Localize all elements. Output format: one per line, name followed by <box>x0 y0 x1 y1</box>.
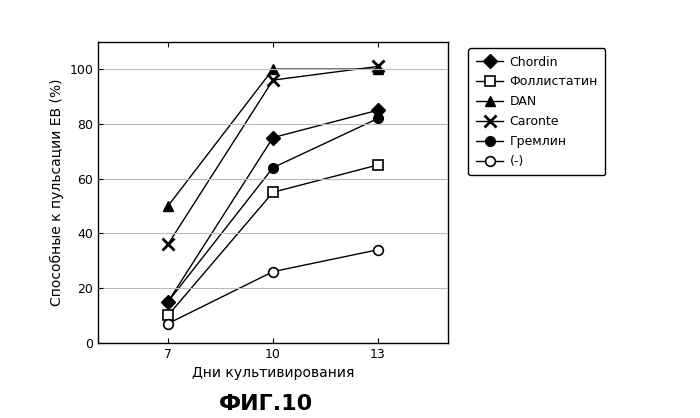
Legend: Chordin, Фоллистатин, DAN, Caronte, Гремлин, (-): Chordin, Фоллистатин, DAN, Caronte, Грем… <box>468 48 606 176</box>
DAN <box>164 204 172 209</box>
Chordin <box>374 108 382 113</box>
DAN <box>269 66 277 71</box>
Y-axis label: Способные к пульсации ЕВ (%): Способные к пульсации ЕВ (%) <box>50 79 64 306</box>
Line: Фоллистатин: Фоллистатин <box>163 160 383 320</box>
Гремлин <box>374 116 382 121</box>
(-) <box>269 269 277 274</box>
Гремлин <box>269 165 277 170</box>
Фоллистатин <box>374 163 382 168</box>
Caronte <box>164 242 172 247</box>
Caronte <box>374 64 382 69</box>
Line: (-): (-) <box>163 245 383 329</box>
Caronte <box>269 78 277 83</box>
X-axis label: Дни культивирования: Дни культивирования <box>192 366 354 380</box>
Line: Caronte: Caronte <box>162 60 384 250</box>
Line: Chordin: Chordin <box>163 105 383 306</box>
(-) <box>164 321 172 326</box>
DAN <box>374 66 382 71</box>
Chordin <box>164 299 172 304</box>
Фоллистатин <box>269 190 277 195</box>
Фоллистатин <box>164 313 172 318</box>
Гремлин <box>164 299 172 304</box>
(-) <box>374 247 382 252</box>
Line: Гремлин: Гремлин <box>163 114 383 306</box>
Chordin <box>269 135 277 140</box>
Line: DAN: DAN <box>163 64 383 211</box>
Text: ФИГ.10: ФИГ.10 <box>219 394 313 414</box>
